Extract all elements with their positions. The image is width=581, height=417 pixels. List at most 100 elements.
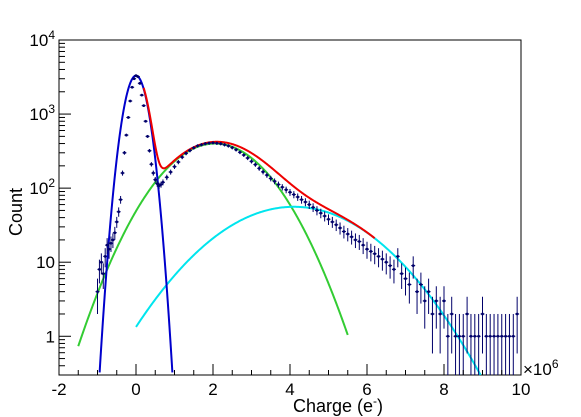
y-tick-label: 103 — [29, 102, 55, 124]
data-point — [418, 272, 423, 304]
data-point — [368, 243, 373, 262]
data-point — [261, 169, 266, 175]
data-point — [222, 143, 227, 147]
x-tick-label: 8 — [439, 380, 448, 399]
data-point — [141, 104, 146, 108]
x-axis-label-sup: - — [373, 394, 377, 408]
data-point — [151, 170, 156, 176]
data-point — [172, 164, 177, 170]
data-point — [218, 142, 223, 146]
data-point — [226, 144, 231, 148]
data-point — [126, 116, 131, 119]
data-point — [195, 144, 200, 148]
data-point — [153, 176, 158, 183]
data-point — [180, 155, 185, 160]
data-point — [237, 150, 242, 155]
data-point — [249, 159, 254, 164]
data-point — [114, 216, 119, 228]
data-point — [184, 151, 189, 156]
data-point — [103, 248, 108, 268]
data-point — [122, 150, 127, 155]
data-point — [415, 278, 420, 314]
data-point — [445, 313, 450, 375]
x-tick-label: 10 — [512, 380, 531, 399]
data-point — [341, 225, 346, 239]
data-point — [234, 148, 239, 152]
y-axis-label: Count — [6, 188, 26, 236]
data-point — [442, 286, 446, 329]
data-point — [214, 141, 219, 145]
data-point — [372, 245, 377, 265]
data-point — [284, 186, 289, 194]
data-point — [116, 207, 121, 217]
data-point — [307, 200, 312, 210]
x-tick-label: -2 — [51, 380, 66, 399]
data-point — [230, 145, 235, 150]
data-point — [97, 259, 102, 284]
x-axis-ticks: -2 0 2 4 6 8 10 — [51, 364, 530, 399]
data-point — [384, 253, 389, 275]
data-point — [112, 226, 117, 240]
data-point — [176, 159, 181, 165]
data-point — [164, 174, 169, 181]
data-point — [318, 208, 323, 219]
data-point — [299, 195, 304, 204]
data-point — [480, 296, 485, 354]
data-point — [264, 172, 269, 178]
data-point — [495, 313, 500, 375]
data-point — [149, 162, 154, 167]
data-point — [124, 133, 129, 137]
data-point — [314, 206, 319, 216]
y-axis-ticks: 1 10 102 103 104 — [29, 28, 71, 376]
data-point — [361, 238, 366, 255]
data-point — [295, 193, 300, 201]
data-point — [272, 178, 277, 185]
data-point — [391, 259, 396, 284]
data-point — [160, 179, 165, 186]
fit-curves — [77, 74, 482, 376]
total-fit-curve — [142, 87, 376, 239]
data-point — [311, 203, 316, 213]
data-point — [465, 296, 470, 354]
data-point — [245, 156, 250, 161]
data-point — [107, 241, 112, 259]
x-axis-multiplier: ×106 — [523, 357, 559, 379]
data-point — [105, 238, 110, 255]
data-point — [135, 75, 140, 79]
data-point — [147, 148, 152, 153]
data-point — [380, 250, 385, 271]
data-point — [118, 195, 123, 204]
data-point — [507, 313, 512, 375]
data-point — [326, 214, 331, 225]
data-point — [95, 278, 100, 314]
data-point — [137, 81, 142, 85]
x-axis-multiplier-exp: 6 — [552, 357, 559, 371]
data-point — [476, 313, 481, 375]
data-point — [253, 162, 258, 167]
data-point — [457, 313, 462, 375]
x-axis-label-close: ) — [377, 396, 383, 416]
x-tick-label: 0 — [131, 380, 140, 399]
x-tick-label: 4 — [285, 380, 294, 399]
data-point — [453, 313, 458, 375]
data-points — [95, 74, 520, 375]
data-point — [511, 313, 516, 375]
data-point — [434, 286, 439, 329]
data-point — [345, 228, 350, 242]
x-axis-label: Charge (e-) — [293, 394, 383, 416]
data-point — [349, 230, 354, 245]
data-point — [357, 234, 362, 250]
data-point — [365, 241, 369, 259]
data-point — [488, 313, 493, 375]
data-point — [407, 272, 412, 304]
data-point — [132, 77, 137, 81]
x-tick-label: 6 — [362, 380, 371, 399]
data-point — [449, 296, 454, 354]
data-point — [515, 296, 520, 354]
x-tick-label: 2 — [208, 380, 217, 399]
data-point — [257, 166, 262, 171]
data-point — [438, 296, 443, 354]
data-point — [288, 188, 292, 196]
data-point — [101, 263, 106, 289]
